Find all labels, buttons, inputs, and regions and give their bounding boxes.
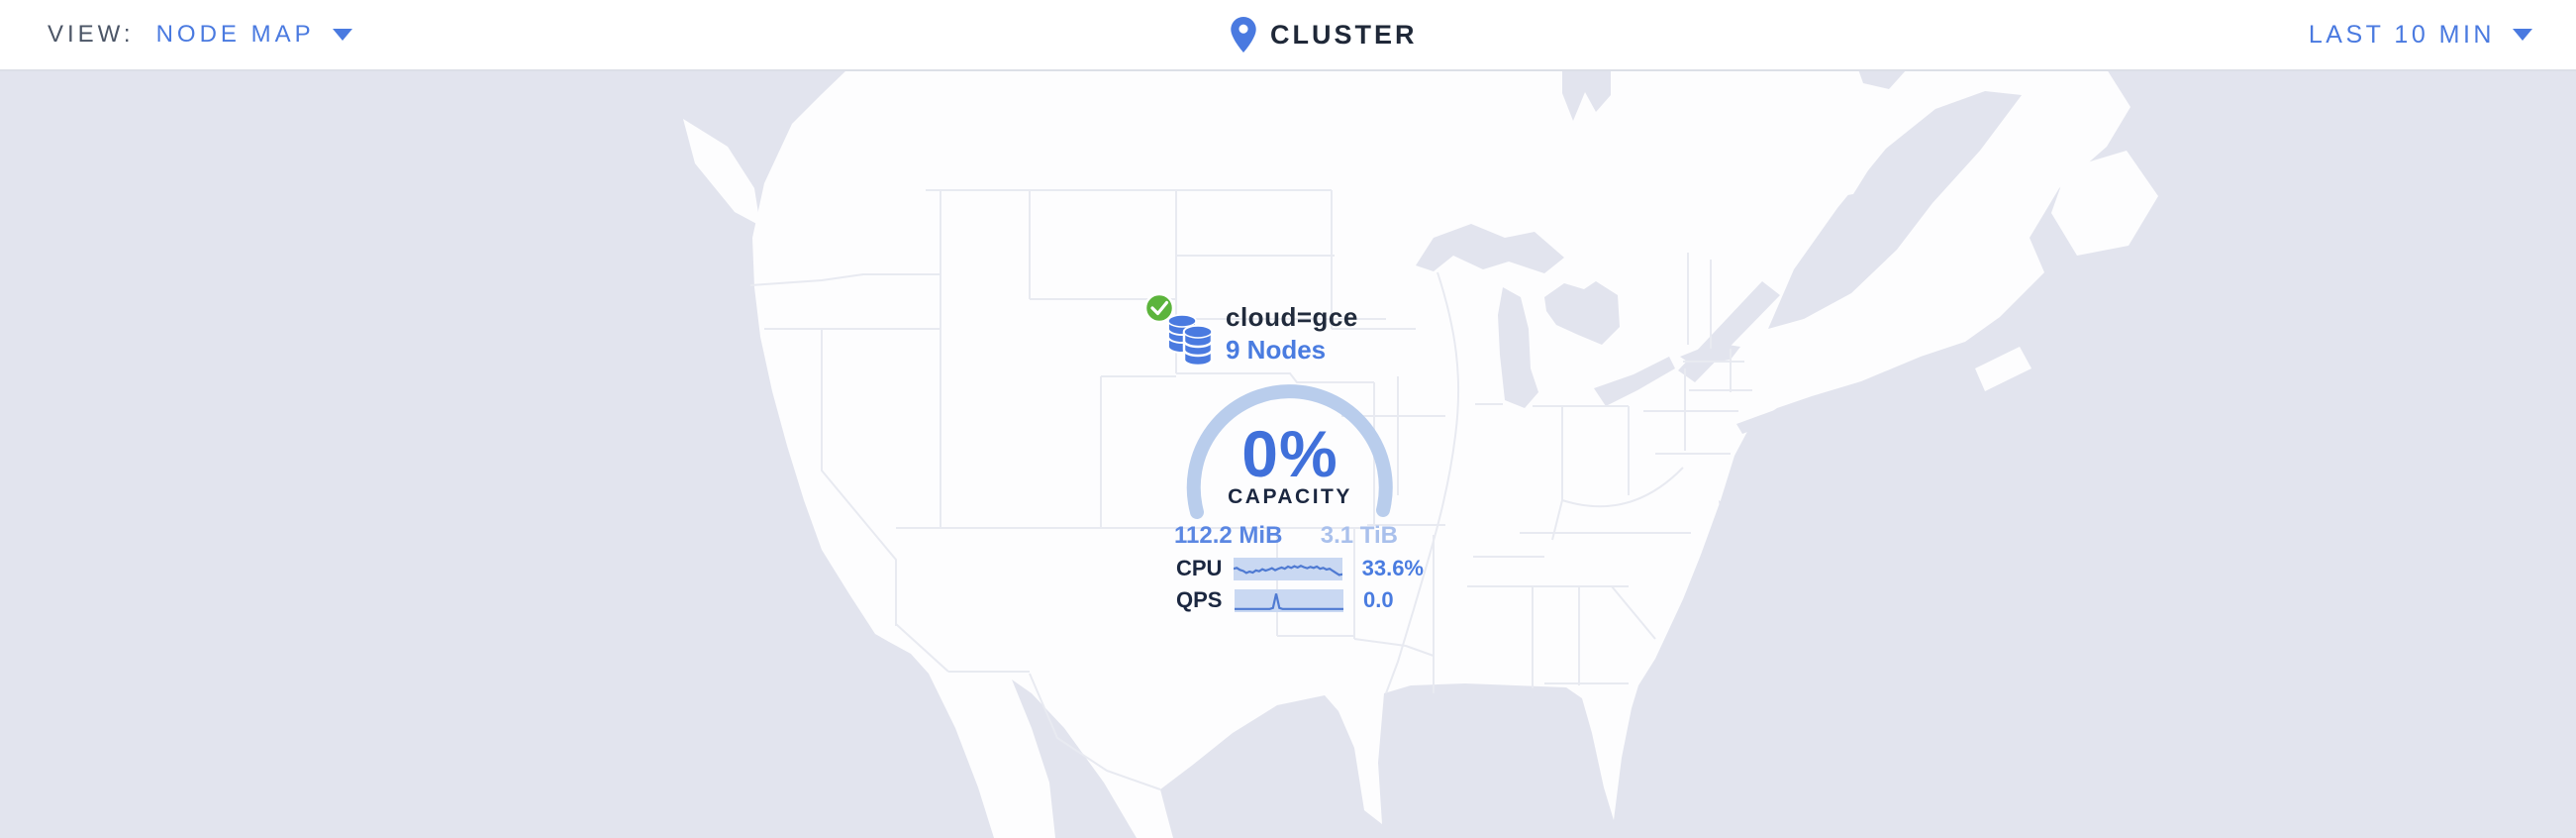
cpu-row: CPU 33.6%	[1176, 556, 1424, 580]
view-label: VIEW:	[48, 21, 135, 48]
capacity-values-row: 112.2 MiB 3.1 TiB	[1174, 522, 1398, 550]
capacity-used: 112.2 MiB	[1174, 522, 1283, 549]
locality-name: cloud=gce	[1226, 302, 1358, 332]
caret-down-icon[interactable]	[2513, 29, 2532, 41]
nova-scotia-island	[1975, 347, 2031, 391]
great-lakes	[1416, 69, 2022, 541]
cluster-title[interactable]: CLUSTER	[1270, 19, 1418, 50]
qps-sparkline	[1235, 588, 1343, 612]
view-selector-group: VIEW: NODE MAP	[48, 0, 352, 69]
capacity-label: CAPACITY	[1228, 485, 1352, 508]
view-dropdown-value[interactable]: NODE MAP	[155, 21, 315, 48]
qps-row: QPS 0.0	[1176, 587, 1424, 612]
toolbar: VIEW: NODE MAP CLUSTER LAST 10 MIN	[0, 0, 2576, 71]
cpu-label: CPU	[1176, 556, 1223, 580]
cpu-sparkline	[1233, 557, 1342, 580]
view-dropdown[interactable]: NODE MAP	[156, 21, 352, 49]
capacity-gauge-arc	[1186, 384, 1393, 519]
location-pin-icon	[1231, 17, 1256, 52]
landmass	[752, 69, 2130, 838]
database-stack-icon	[1167, 314, 1214, 367]
anticosti-island	[1818, 162, 1873, 200]
capacity-total: 3.1 TiB	[1320, 522, 1398, 549]
qps-label: QPS	[1176, 587, 1223, 612]
vancouver-island	[683, 119, 760, 226]
newfoundland-island	[2051, 151, 2158, 256]
health-check-icon	[1143, 292, 1175, 324]
qps-value: 0.0	[1363, 587, 1394, 612]
cpu-value: 33.6%	[1361, 556, 1424, 580]
breadcrumb: CLUSTER	[1231, 0, 1418, 69]
state-borders	[749, 189, 1752, 790]
capacity-percent: 0%	[1241, 417, 1338, 490]
caret-down-icon[interactable]	[332, 29, 352, 41]
time-range-value[interactable]: LAST 10 MIN	[2308, 20, 2495, 49]
nodes-link[interactable]: 9 Nodes	[1226, 335, 1327, 365]
time-range-dropdown[interactable]: LAST 10 MIN	[2309, 0, 2532, 69]
